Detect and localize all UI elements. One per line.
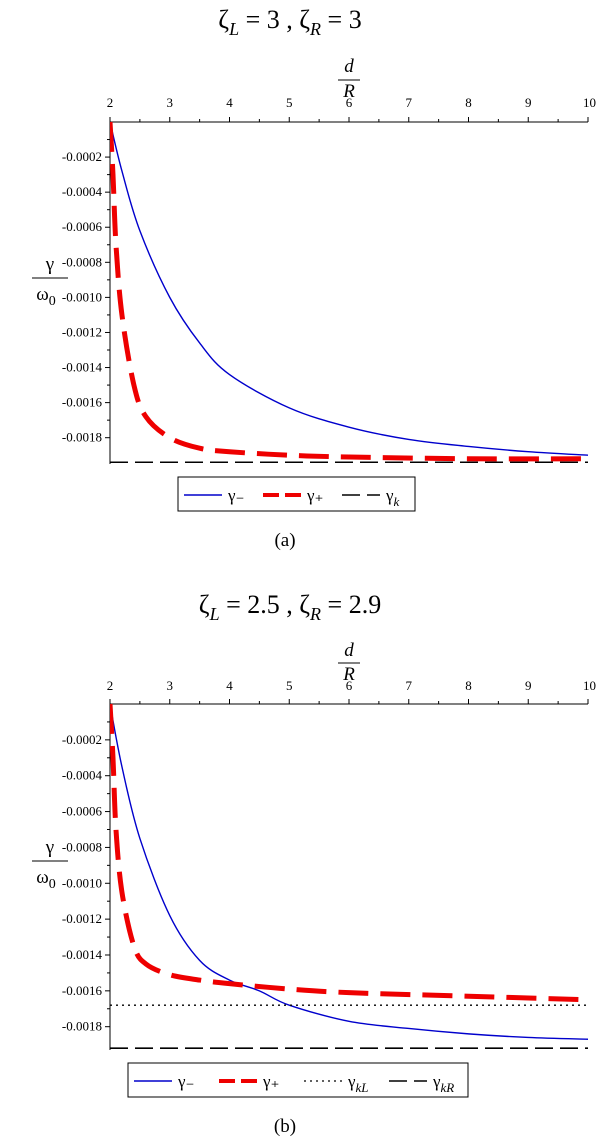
legend: γ₋ γ₊ γkL γkR <box>127 1062 469 1098</box>
y-tick-label: -0.0008 <box>62 839 102 854</box>
legend-label: γkR <box>432 1072 454 1095</box>
y-tick-label: -0.0012 <box>62 324 102 339</box>
series-line-gamma-minus <box>110 121 589 456</box>
y-tick-label: -0.0016 <box>62 395 103 410</box>
x-tick-label: 8 <box>465 678 472 693</box>
y-tick-label: -0.0008 <box>62 254 102 269</box>
x-tick-label: 4 <box>226 678 233 693</box>
x-tick-label: 9 <box>525 678 532 693</box>
y-tick-label: -0.0016 <box>62 983 103 998</box>
y-axis-label-denominator: ω0 <box>36 867 56 892</box>
legend-label: γ₋ <box>227 486 245 505</box>
x-tick-label: 3 <box>167 95 174 110</box>
legend-box <box>127 1062 469 1098</box>
panel-caption: (a) <box>274 530 295 551</box>
x-tick-label: 7 <box>406 678 413 693</box>
y-tick-label: -0.0002 <box>62 149 102 164</box>
y-tick-label: -0.0014 <box>62 360 103 375</box>
y-tick-label: -0.0004 <box>62 768 103 783</box>
x-axis-label-denominator: R <box>342 664 355 685</box>
panel-caption: (b) <box>274 1116 296 1137</box>
y-tick-label: -0.0004 <box>62 184 103 199</box>
chart-title: ζL = 2.5 , ζR = 2.9 <box>199 590 381 624</box>
x-tick-label: 6 <box>346 95 353 110</box>
x-tick-label: 10 <box>583 678 596 693</box>
chart-title: ζL = 3 , ζR = 3 <box>218 5 361 39</box>
x-tick-label: 5 <box>286 678 293 693</box>
legend: γ₋ γ₊ γk <box>177 476 416 512</box>
legend-label: γ₊ <box>262 1072 280 1091</box>
x-tick-label: 4 <box>226 95 233 110</box>
y-tick-label: -0.0014 <box>62 947 103 962</box>
y-axis-label-numerator: γ <box>45 254 54 275</box>
x-tick-label: 2 <box>107 95 114 110</box>
y-tick-label: -0.0006 <box>62 219 103 234</box>
y-tick-label: -0.0012 <box>62 911 102 926</box>
legend-label: γkL <box>347 1072 369 1095</box>
x-tick-label: 5 <box>286 95 293 110</box>
x-tick-label: 3 <box>167 678 174 693</box>
y-tick-label: -0.0006 <box>62 804 103 819</box>
legend-label: γk <box>385 486 400 509</box>
y-tick-label: -0.0018 <box>62 1019 102 1034</box>
x-tick-label: 10 <box>583 95 596 110</box>
x-tick-label: 2 <box>107 678 114 693</box>
legend-label: γ₋ <box>177 1072 195 1091</box>
series-line-gamma-plus <box>110 703 589 1003</box>
y-tick-label: -0.0010 <box>62 875 102 890</box>
x-axis-label-numerator: d <box>344 640 354 661</box>
y-tick-label: -0.0002 <box>62 732 102 747</box>
x-axis-label-denominator: R <box>342 81 355 102</box>
x-tick-label: 8 <box>465 95 472 110</box>
chart-panel-b: ζL = 2.5 , ζR = 2.9 dRγ ω0 2 3 4 5 6 7 8 9 10 -0.000… <box>32 590 596 1137</box>
y-tick-label: -0.0018 <box>62 430 102 445</box>
series-line-gamma-minus <box>110 703 589 1040</box>
x-tick-label: 7 <box>406 95 413 110</box>
x-tick-label: 9 <box>525 95 532 110</box>
chart-panel-a: ζL = 3 , ζR = 3 dRγ ω0 2 3 4 5 6 7 8 9 10 -0.0002 -0.… <box>32 5 596 551</box>
x-tick-label: 6 <box>346 678 353 693</box>
legend-label: γ₊ <box>306 486 324 505</box>
y-axis-label-denominator: ω0 <box>36 284 56 309</box>
series-line-gamma-plus <box>110 121 589 462</box>
x-axis-label-numerator: d <box>344 56 354 77</box>
y-tick-label: -0.0010 <box>62 289 102 304</box>
y-axis-label-numerator: γ <box>45 837 54 858</box>
